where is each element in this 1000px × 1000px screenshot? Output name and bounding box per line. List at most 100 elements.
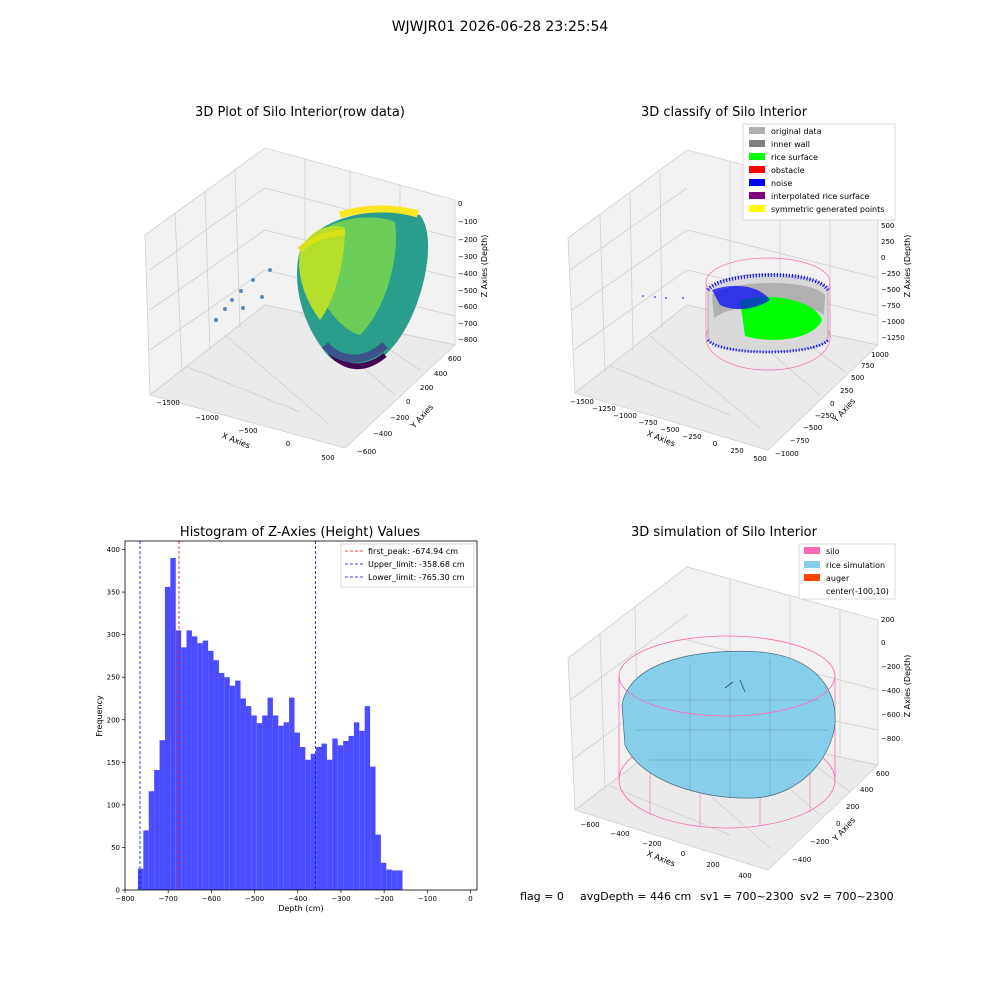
y-tick-label: 500 bbox=[851, 374, 864, 382]
x-tick-label: −300 bbox=[331, 895, 350, 903]
y-tick-label: 200 bbox=[420, 384, 433, 392]
histogram-bar bbox=[272, 715, 279, 890]
z-tick-label: 0 bbox=[881, 254, 885, 262]
histogram-bar bbox=[397, 870, 403, 890]
histogram-plot: Histogram of Z-Axies (Height) Values −80… bbox=[95, 525, 478, 913]
z-tick-label: 0 bbox=[881, 639, 885, 647]
x-tick-label: −500 bbox=[245, 895, 264, 903]
z-tick-label: −300 bbox=[458, 253, 477, 261]
plot-sim-xlabel: X Axies bbox=[646, 849, 677, 868]
legend-swatch bbox=[804, 561, 820, 568]
histogram-bar bbox=[310, 753, 317, 890]
x-tick-label: −750 bbox=[638, 419, 657, 427]
plot-sim-x-ticks: −600 −400 −200 0 200 400 bbox=[580, 821, 751, 880]
histogram-bar bbox=[170, 558, 176, 890]
legend-label: inner wall bbox=[771, 140, 810, 149]
y-tick-label: 750 bbox=[861, 362, 874, 370]
y-tick-label: −200 bbox=[810, 838, 829, 846]
histogram-bar bbox=[148, 791, 155, 890]
histogram-bar bbox=[364, 706, 371, 890]
histogram-bar bbox=[278, 725, 284, 890]
y-tick-label: 350 bbox=[107, 589, 120, 597]
histogram-bar bbox=[337, 745, 344, 890]
y-tick-label: 600 bbox=[876, 770, 889, 778]
histogram-bar bbox=[375, 834, 381, 890]
plot-classify-points bbox=[642, 257, 831, 371]
histogram-bar bbox=[224, 677, 230, 890]
legend-swatch bbox=[749, 127, 765, 134]
histogram-bar bbox=[348, 735, 354, 890]
histogram-title: Histogram of Z-Axies (Height) Values bbox=[180, 525, 420, 540]
y-tick-label: 50 bbox=[111, 844, 120, 852]
x-tick-label: −400 bbox=[610, 830, 629, 838]
histogram-bar bbox=[289, 697, 295, 890]
legend-label: auger bbox=[826, 574, 850, 583]
x-tick-label: −500 bbox=[660, 426, 679, 434]
z-tick-label: −600 bbox=[458, 303, 477, 311]
y-tick-label: 100 bbox=[107, 801, 120, 809]
y-tick-label: 400 bbox=[860, 786, 873, 794]
plot-classify: 3D classify of Silo Interior bbox=[567, 105, 912, 463]
z-tick-label: −1000 bbox=[881, 318, 905, 326]
plot-sim-y-ticks: −400 −200 0 200 400 600 bbox=[792, 770, 889, 864]
y-tick-label: 400 bbox=[107, 546, 120, 554]
plot-classify-y-ticks: −1000 −750 −500 −250 0 250 500 750 1000 bbox=[775, 351, 889, 458]
legend-label: center(-100,10) bbox=[826, 587, 889, 596]
y-tick-label: 0 bbox=[116, 887, 120, 895]
legend-swatch bbox=[749, 192, 765, 199]
y-tick-label: −400 bbox=[792, 856, 811, 864]
y-tick-label: 150 bbox=[107, 759, 120, 767]
z-tick-label: 200 bbox=[881, 616, 894, 624]
footer-avg-depth: avgDepth = 446 cm bbox=[580, 890, 691, 903]
plot-classify-legend: original data inner wall rice surface ob… bbox=[742, 123, 896, 221]
suptitle: WJWJR01 2026-06-28 23:25:54 bbox=[392, 19, 609, 35]
histogram-bar bbox=[186, 630, 192, 890]
x-tick-label: 200 bbox=[706, 861, 719, 869]
x-tick-label: −250 bbox=[682, 433, 701, 441]
plot-classify-z-ticks: 500 250 0 −250 −500 −750 −1000 −1250 bbox=[881, 222, 905, 342]
x-tick-label: −1000 bbox=[613, 412, 637, 420]
histogram-bar bbox=[326, 759, 333, 890]
z-tick-label: −1250 bbox=[881, 334, 905, 342]
footer-sv1: sv1 = 700~2300 bbox=[700, 890, 794, 903]
x-tick-label: −1250 bbox=[592, 405, 616, 413]
plot-raw-zlabel: Z Axies (Depth) bbox=[480, 235, 489, 298]
x-tick-label: −800 bbox=[115, 895, 134, 903]
z-tick-label: −400 bbox=[881, 687, 900, 695]
histogram-bar bbox=[218, 672, 225, 890]
y-tick-label: −400 bbox=[373, 430, 392, 438]
y-tick-label: −600 bbox=[357, 448, 376, 456]
z-tick-label: −100 bbox=[458, 218, 477, 226]
legend-label: interpolated rice surface bbox=[771, 192, 869, 201]
histogram-bar bbox=[213, 660, 219, 890]
plot-classify-zlabel: Z Axies (Depth) bbox=[903, 235, 912, 298]
histogram-bars bbox=[137, 558, 403, 890]
y-tick-label: 250 bbox=[840, 387, 853, 395]
plot-raw-title: 3D Plot of Silo Interior(row data) bbox=[195, 105, 405, 120]
histogram-bar bbox=[353, 722, 360, 890]
legend-label: first_peak: -674.94 cm bbox=[368, 547, 458, 556]
histogram-ylabel: Frequency bbox=[95, 695, 104, 737]
plot-raw-points bbox=[214, 205, 429, 370]
histogram-bar bbox=[262, 715, 268, 890]
plot-raw-x-ticks: −1500 −1000 −500 0 500 bbox=[156, 399, 335, 462]
legend-swatch bbox=[749, 166, 765, 173]
z-tick-label: −700 bbox=[458, 320, 477, 328]
plot-classify-x-ticks: −1500 −1250 −1000 −750 −500 −250 0 250 5… bbox=[570, 398, 767, 463]
y-tick-label: −200 bbox=[390, 414, 409, 422]
histogram-bar bbox=[359, 730, 365, 890]
plot-sim-surface bbox=[618, 635, 836, 829]
z-tick-label: −800 bbox=[458, 336, 477, 344]
plot-sim-ylabel: Y Axies bbox=[830, 816, 857, 844]
footer-flag: flag = 0 bbox=[520, 890, 564, 903]
z-tick-label: 500 bbox=[881, 222, 894, 230]
legend-label: original data bbox=[771, 127, 822, 136]
legend-swatch bbox=[749, 153, 765, 160]
legend-swatch bbox=[749, 140, 765, 147]
legend-label: Lower_limit: -765.30 cm bbox=[368, 573, 465, 582]
histogram-bar bbox=[267, 697, 273, 890]
legend-label: silo bbox=[826, 547, 840, 556]
y-tick-label: 600 bbox=[448, 355, 461, 363]
plot-sim: 3D simulation of Silo Interior bbox=[567, 525, 912, 880]
plot-raw: 3D Plot of Silo Interior(row data) bbox=[144, 105, 489, 462]
